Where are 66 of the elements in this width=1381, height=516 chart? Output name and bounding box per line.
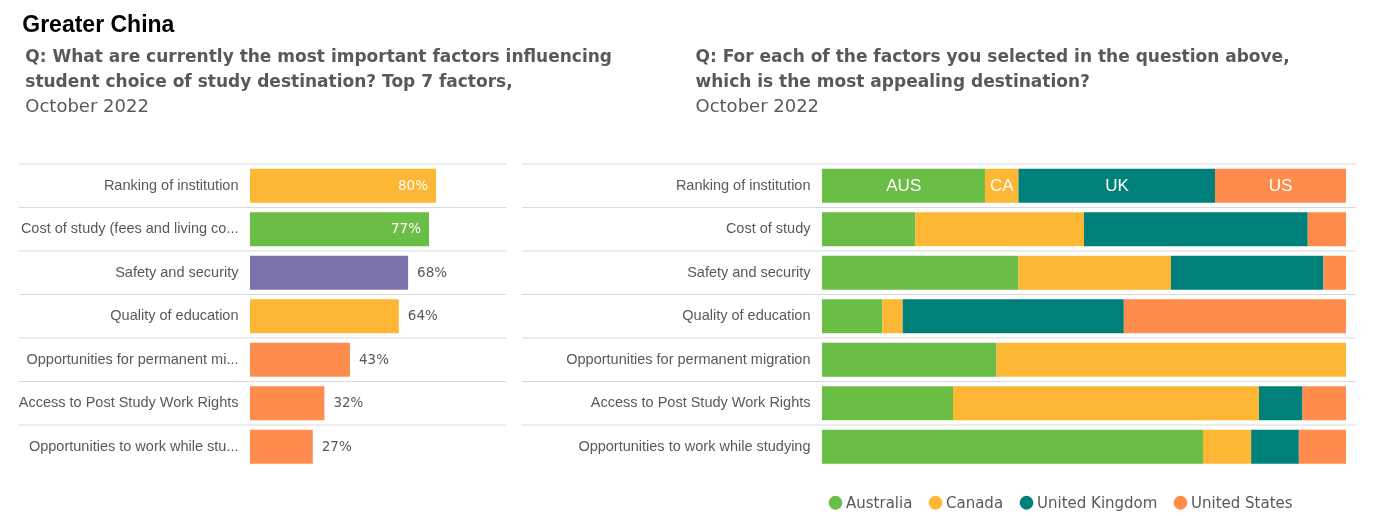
bar — [822, 342, 997, 377]
bar — [953, 386, 1260, 421]
y-tick-label: Access to Post Study Work Rights — [590, 394, 811, 411]
data-label: 64% — [407, 307, 438, 324]
bar — [250, 342, 350, 377]
y-tick-label: Opportunities to work while stu... — [28, 437, 239, 454]
data-label: 77% — [391, 220, 422, 237]
bar — [1302, 386, 1346, 421]
y-tick-label: Ranking of institution — [675, 176, 811, 193]
bar — [822, 255, 1019, 290]
y-tick-label: Access to Post Study Work Rights — [18, 394, 239, 411]
bar — [822, 299, 883, 334]
y-tick-label: Opportunities to work while studying — [578, 437, 811, 454]
y-tick-label: Ranking of institution — [103, 176, 239, 193]
chart-title: Q: For each of the factors you selected in the question above, which is the most appealing destination? — [695, 45, 1290, 91]
text: October 2022 — [25, 94, 149, 116]
bar — [1202, 429, 1252, 464]
bar — [902, 299, 1124, 334]
bar — [996, 342, 1346, 377]
bar — [1018, 168, 1215, 203]
bar — [1251, 429, 1299, 464]
bar — [250, 255, 409, 290]
bar — [250, 429, 313, 464]
bar — [1018, 255, 1171, 290]
bar — [1323, 255, 1346, 290]
bar — [1123, 299, 1346, 334]
bar — [1084, 212, 1308, 247]
bar — [250, 299, 399, 334]
y-tick-label: Opportunities for permanent migration — [566, 350, 811, 367]
legend-label: Australia — [846, 493, 913, 512]
chart-title: Q: What are currently the most important factors influencing student choice of study destination? Top 7 factors, — [25, 45, 613, 91]
bar — [822, 386, 953, 421]
annotation: CA — [989, 175, 1015, 195]
bar — [915, 212, 1084, 247]
legend-label: United Kingdom — [1037, 493, 1158, 512]
data-label: 68% — [417, 263, 448, 280]
legend-label: Canada — [946, 493, 1004, 512]
y-tick-label: Safety and security — [687, 263, 812, 280]
bar — [250, 212, 430, 247]
annotation: AUS — [886, 175, 922, 195]
bar — [1298, 429, 1346, 464]
bar — [1259, 386, 1303, 421]
y-tick-label: Opportunities for permanent mi... — [26, 350, 239, 367]
bar — [250, 168, 436, 203]
bar — [882, 299, 903, 334]
y-tick-label: Cost of study — [725, 220, 812, 237]
data-label: 32% — [333, 394, 364, 411]
bar — [822, 212, 916, 247]
bar — [1307, 212, 1346, 247]
annotation: UK — [1105, 175, 1130, 195]
bar — [822, 168, 985, 203]
legend-label: United States — [1191, 493, 1293, 512]
bar — [822, 429, 1203, 464]
data-label: 27% — [321, 437, 352, 454]
annotation: US — [1268, 175, 1293, 195]
bar — [1215, 168, 1346, 203]
y-tick-label: Quality of education — [110, 307, 239, 324]
y-tick-label: Safety and security — [115, 263, 240, 280]
y-tick-label: Quality of education — [682, 307, 811, 324]
data-label: 80% — [397, 176, 429, 193]
bar — [250, 386, 325, 421]
text: Greater China — [22, 10, 175, 37]
chart-subtitle: October 2022 — [695, 94, 820, 116]
y-tick-label: Cost of study (fees and living co... — [20, 220, 239, 237]
data-label: 43% — [358, 350, 390, 367]
bar — [1170, 255, 1324, 290]
